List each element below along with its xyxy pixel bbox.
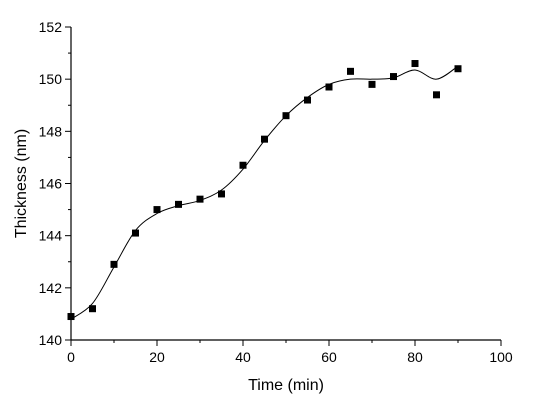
x-tick-label: 20 — [149, 349, 165, 365]
data-point-square — [196, 195, 204, 203]
data-point-square — [261, 135, 268, 143]
y-axis-ticks: 140 142 144 146 148 150 152 — [39, 19, 71, 348]
data-point-square — [282, 112, 290, 120]
x-tick-label: 40 — [235, 349, 251, 365]
fit-curve-line — [70, 65, 459, 320]
plot-area: 0 20 40 60 80 100 140 142 144 146 148 150 152 — [39, 19, 513, 365]
data-point-square — [454, 65, 462, 73]
x-axis-label: Time (min) — [248, 377, 324, 394]
y-tick-label: 148 — [39, 123, 63, 139]
data-point-square — [239, 161, 247, 169]
data-point-square — [368, 80, 376, 88]
y-tick-label: 152 — [39, 19, 63, 35]
data-point-square — [218, 190, 225, 198]
y-tick-label: 146 — [39, 176, 63, 192]
y-tick-label: 142 — [39, 280, 63, 296]
x-tick-label: 100 — [489, 349, 513, 365]
data-point-square — [110, 260, 118, 268]
data-point-square — [67, 313, 75, 321]
y-tick-label: 150 — [39, 71, 63, 87]
y-tick-label: 144 — [39, 228, 63, 244]
x-axis-ticks: 0 20 40 60 80 100 — [67, 340, 513, 365]
x-tick-label: 80 — [407, 349, 423, 365]
data-point-square — [433, 91, 440, 99]
data-point-square — [411, 60, 419, 68]
y-axis-label: Thickness (nm) — [13, 129, 30, 238]
x-tick-label: 60 — [321, 349, 337, 365]
data-point-square — [132, 229, 139, 237]
data-points — [67, 60, 462, 321]
data-point-square — [347, 67, 354, 75]
data-point-square — [390, 73, 397, 81]
data-point-square — [325, 83, 333, 91]
data-point-square — [304, 96, 311, 104]
data-point-square — [175, 200, 182, 208]
data-point-square — [89, 305, 96, 313]
data-point-square — [153, 206, 161, 214]
y-tick-label: 140 — [39, 332, 63, 348]
x-tick-label: 0 — [67, 349, 75, 365]
